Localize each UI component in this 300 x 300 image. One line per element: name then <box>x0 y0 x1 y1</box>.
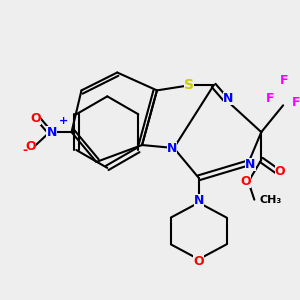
Text: S: S <box>184 78 194 92</box>
Text: O: O <box>26 140 36 152</box>
Text: O: O <box>194 255 204 268</box>
Text: F: F <box>292 96 300 109</box>
Text: -: - <box>23 144 28 157</box>
Text: N: N <box>245 158 256 171</box>
Text: O: O <box>275 165 286 178</box>
Text: N: N <box>194 194 204 207</box>
Text: N: N <box>167 142 177 154</box>
Text: O: O <box>240 175 251 188</box>
Text: F: F <box>266 92 275 105</box>
Text: O: O <box>31 112 41 125</box>
Text: F: F <box>280 74 288 87</box>
Text: N: N <box>46 126 57 139</box>
Text: N: N <box>223 92 234 105</box>
Text: CH₃: CH₃ <box>259 195 281 205</box>
Text: +: + <box>58 116 68 126</box>
